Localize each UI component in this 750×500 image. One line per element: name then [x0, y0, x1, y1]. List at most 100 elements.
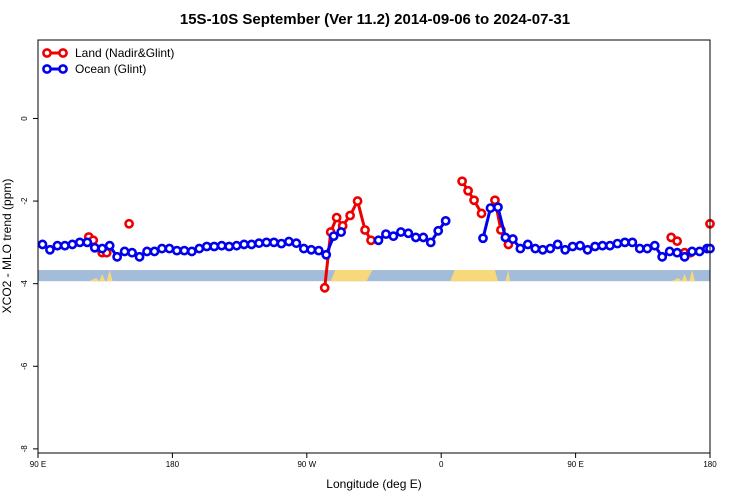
data-point [485, 203, 496, 213]
legend-marker [42, 64, 52, 74]
data-point [672, 247, 683, 258]
data-point [515, 243, 526, 254]
data-point [463, 185, 473, 196]
data-point [45, 244, 55, 255]
data-point [679, 251, 690, 262]
land-region [88, 278, 100, 282]
data-point [336, 227, 347, 237]
series-ocean [37, 202, 715, 262]
data-point [478, 233, 488, 244]
land-region [106, 270, 113, 282]
y-tick-label: 0 [20, 116, 29, 121]
data-point [597, 240, 608, 251]
y-axis-label: XCO2 - MLO trend (ppm) [0, 179, 14, 314]
data-point [582, 244, 593, 255]
data-point [373, 235, 384, 246]
data-point [127, 247, 137, 258]
data-point [313, 245, 324, 256]
land-mask-band [38, 270, 710, 282]
data-point [261, 237, 272, 248]
data-point [59, 240, 70, 251]
data-point [89, 242, 100, 253]
series-line [460, 180, 483, 215]
data-point [425, 237, 436, 248]
data-point [657, 251, 668, 262]
data-point [634, 243, 645, 254]
x-axis-label: Longitude (deg E) [326, 477, 421, 491]
data-point [194, 243, 205, 254]
data-point [186, 246, 197, 257]
data-point [403, 228, 414, 239]
data-point [269, 237, 279, 248]
data-point [457, 176, 468, 187]
legend-label: Land (Nadir&Glint) [75, 46, 174, 60]
data-point [164, 243, 175, 254]
legend-marker [58, 48, 68, 58]
data-point [664, 246, 675, 257]
data-point [201, 241, 212, 252]
data-point [74, 237, 85, 248]
data-point [276, 238, 287, 249]
x-tick-label: 180 [703, 460, 717, 469]
data-point [476, 208, 487, 219]
data-point [537, 244, 548, 255]
plot-frame [37, 39, 711, 454]
data-point [231, 240, 242, 251]
data-point [97, 243, 108, 254]
data-point [104, 240, 115, 251]
data-point [319, 282, 330, 293]
legend-label: Ocean (Glint) [75, 62, 146, 76]
data-point [469, 195, 479, 206]
data-point [612, 238, 623, 249]
land-region [505, 270, 510, 282]
data-point [493, 202, 503, 213]
data-point [298, 243, 309, 254]
data-point [649, 240, 660, 251]
data-point [328, 231, 339, 242]
data-point [345, 210, 356, 221]
land-region [681, 274, 688, 282]
land-region [99, 274, 106, 282]
data-point [37, 239, 48, 250]
series-layer [37, 176, 715, 293]
y-tick-label: -6 [20, 362, 29, 370]
data-point [360, 225, 370, 235]
data-point [216, 240, 227, 251]
x-tick-label: 90 W [297, 460, 316, 469]
data-point [410, 232, 421, 243]
data-point [590, 241, 600, 252]
data-point [306, 244, 317, 255]
data-point [381, 229, 391, 240]
land-region [450, 270, 498, 282]
data-point [112, 251, 123, 262]
data-point [605, 240, 615, 251]
data-point [575, 240, 585, 251]
data-point [179, 245, 190, 256]
land-region [330, 270, 373, 282]
data-point [157, 243, 167, 254]
x-tick-label: 0 [439, 460, 444, 469]
data-point [149, 246, 160, 257]
data-point [642, 243, 653, 254]
data-point [440, 215, 451, 226]
ocean-band [38, 270, 710, 282]
legend: Land (Nadir&Glint) Ocean (Glint) [42, 46, 174, 76]
data-point [395, 227, 406, 237]
data-point [171, 245, 182, 256]
land-region [689, 270, 696, 282]
land-region [671, 278, 682, 282]
data-point [567, 241, 578, 252]
data-point [224, 241, 235, 252]
x-tick-label: 180 [166, 460, 180, 469]
data-point [209, 241, 220, 252]
x-tick-label: 90 E [567, 460, 583, 469]
data-point [507, 234, 518, 244]
data-point [321, 249, 332, 260]
data-point [283, 236, 294, 247]
data-point [522, 239, 533, 250]
data-point [239, 239, 249, 250]
data-point [619, 237, 630, 248]
data-point [672, 236, 683, 247]
y-axis-ticks: 0 -2 -4 -6 -8 [20, 116, 38, 452]
